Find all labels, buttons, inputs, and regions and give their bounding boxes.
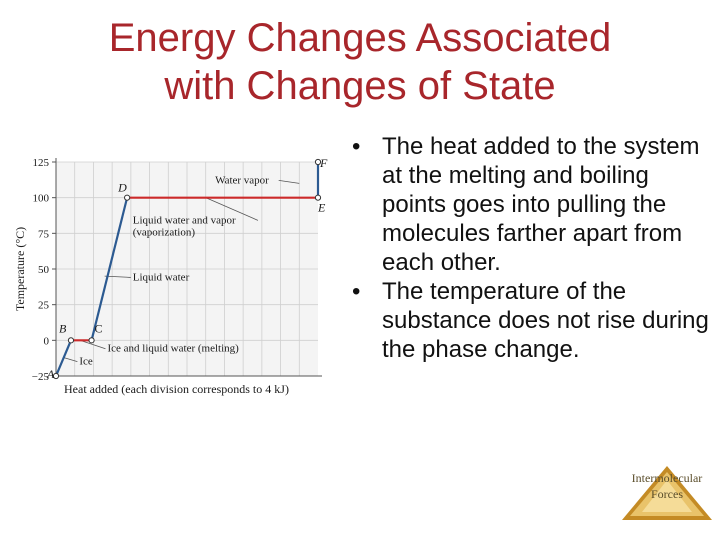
bullet-list: • The heat added to the system at the me…: [352, 132, 712, 364]
data-point-F: [314, 158, 322, 166]
point-label-E: E: [317, 201, 326, 215]
data-point-D: [124, 194, 131, 201]
bullet-glyph: •: [352, 133, 361, 160]
annotation-arrow: [63, 357, 78, 362]
y-tick-label: 25: [38, 300, 50, 312]
annotation-label: Ice: [79, 356, 93, 368]
y-axis-label: Temperature (°C): [13, 227, 27, 311]
curve-segment-AB: [54, 339, 72, 377]
intermolecular-forces-badge: Intermolecular Forces: [620, 466, 714, 522]
data-point-C: [88, 337, 95, 344]
y-tick-label: 50: [38, 264, 50, 276]
y-tick-label: 125: [33, 157, 50, 169]
slide-title-line-1: Energy Changes Associated: [108, 16, 612, 60]
badge-line-2: Forces: [651, 487, 683, 501]
y-tick-label: 0: [44, 335, 50, 347]
heating-curve-chart: 125 100 75 50 25 0 −25 Temperature (°C) Heat add…: [13, 156, 328, 396]
annotation-arrow: [104, 275, 131, 278]
annotation-label: Liquid water and vapor: [133, 214, 236, 226]
y-tick-label: −25: [32, 371, 50, 383]
slide-title-line-2: with Changes of State: [164, 64, 556, 108]
y-tick-label: 75: [38, 228, 50, 240]
y-tick-label: 100: [33, 193, 50, 205]
bullet-text: The temperature of the substance does no…: [382, 278, 709, 363]
slide-title: Energy Changes Associated with Changes o…: [0, 14, 720, 110]
data-point-E: [314, 194, 322, 201]
data-point-B: [67, 337, 75, 344]
point-label-D: D: [117, 181, 127, 195]
annotation-label: Water vapor: [215, 174, 269, 186]
point-label-F: F: [319, 156, 328, 170]
point-label-B: B: [59, 321, 67, 335]
annotation-arrow: [205, 197, 259, 221]
badge-label: Intermolecular Forces: [620, 470, 714, 502]
annotation-label: Ice and liquid water (melting): [107, 343, 239, 355]
annotation-label: (vaporization): [133, 226, 196, 238]
bullet-glyph: •: [352, 278, 361, 305]
point-label-C: C: [95, 321, 103, 335]
annotation-label: Liquid water: [133, 271, 190, 283]
x-axis-label: Heat added (each division corresponds to…: [64, 382, 289, 396]
curve-segment-CD: [90, 197, 129, 341]
annotation-arrow: [80, 339, 106, 350]
bullet-text: The heat added to the system at the melt…: [382, 133, 700, 276]
point-label-A: A: [46, 367, 55, 381]
annotation-arrow: [278, 180, 300, 184]
data-point-A: [52, 372, 60, 380]
badge-line-1: Intermolecular: [631, 471, 703, 485]
triangle-badge-icon: [622, 466, 712, 520]
bullet-item: • The temperature of the substance does …: [352, 277, 712, 364]
bullet-item: • The heat added to the system at the me…: [352, 132, 712, 277]
